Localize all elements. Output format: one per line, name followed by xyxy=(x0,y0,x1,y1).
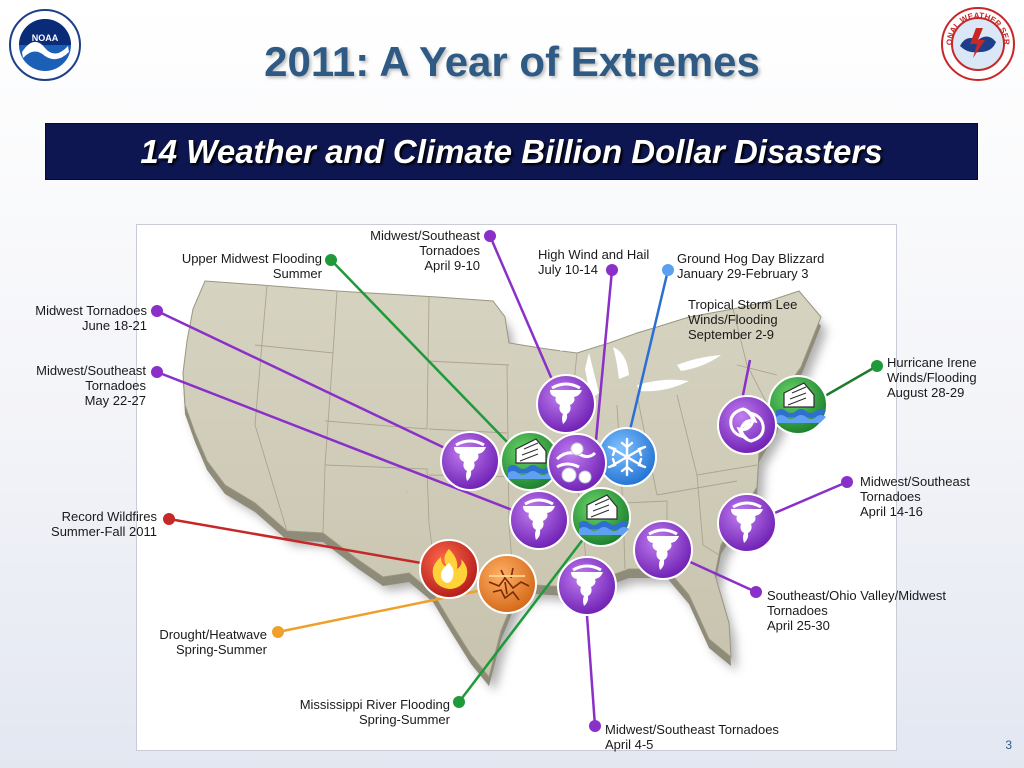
label-midwest-southeast-tornadoes-apr14: Midwest/Southeast Tornadoes April 14-16 xyxy=(860,474,970,519)
connector-wildfires xyxy=(168,517,451,570)
connector-drought xyxy=(277,583,508,634)
tornado-icon-apr9 xyxy=(536,374,596,434)
label-dot xyxy=(871,360,883,372)
label-dot xyxy=(272,626,284,638)
noaa-logo: NOAA xyxy=(9,9,81,81)
subtitle-text: 14 Weather and Climate Billion Dollar Di… xyxy=(140,132,883,170)
label-dot xyxy=(606,264,618,276)
label-ground-hog-day-blizzard: Ground Hog Day Blizzard January 29-Februa… xyxy=(677,251,825,281)
label-dot xyxy=(484,230,496,242)
us-map: . xyxy=(182,280,827,691)
tornado-icon-apr14 xyxy=(717,493,777,553)
label-dot xyxy=(662,264,674,276)
label-midwest-southeast-tornadoes-apr4: Midwest/Southeast Tornadoes April 4-5 xyxy=(605,722,779,752)
drought-icon xyxy=(477,554,537,614)
connector-tornadoes-apr14 xyxy=(769,480,848,517)
connector-high-wind-hail xyxy=(594,269,614,441)
label-dot xyxy=(841,476,853,488)
wind-hail-icon xyxy=(547,433,607,493)
slide-number: 3 xyxy=(1005,738,1012,752)
label-drought-heatwave: Drought/Heatwave Spring-Summer xyxy=(159,627,267,657)
label-dot xyxy=(151,366,163,378)
label-dot xyxy=(325,254,337,266)
label-dot xyxy=(163,513,175,525)
label-record-wildfires: Record Wildfires Summer-Fall 2011 xyxy=(51,509,157,539)
fire-icon xyxy=(419,539,479,599)
snowflake-icon xyxy=(597,427,657,487)
label-dot xyxy=(750,586,762,598)
national-weather-service-logo: NATIONAL WEATHER SERVICE xyxy=(940,6,1015,81)
tornado-icon-may xyxy=(509,490,569,550)
label-dot xyxy=(453,696,465,708)
connector-mississippi-flooding xyxy=(458,516,601,703)
label-midwest-tornadoes-jun: Midwest Tornadoes June 18-21 xyxy=(35,303,147,333)
connector-upper-midwest-flooding xyxy=(330,259,511,446)
connector-blizzard xyxy=(628,269,670,431)
subtitle-banner: 14 Weather and Climate Billion Dollar Di… xyxy=(45,123,978,180)
slide-title: 2011: A Year of Extremes xyxy=(264,38,760,85)
label-southeast-ohio-valley-tornadoes: Southeast/Ohio Valley/Midwest Tornadoes Ap… xyxy=(767,588,946,633)
flood-icon-irene xyxy=(768,375,828,435)
label-dot xyxy=(151,305,163,317)
tornado-icon-apr4 xyxy=(557,556,617,616)
tornado-icon-jun xyxy=(440,431,500,491)
label-tropical-storm-lee: Tropical Storm Lee Winds/Flooding Septembe… xyxy=(688,297,798,342)
label-high-wind-hail: High Wind and Hail July 10-14 xyxy=(538,247,650,277)
svg-text:NOAA: NOAA xyxy=(32,33,59,43)
label-upper-midwest-flooding: Upper Midwest Flooding Summer xyxy=(181,251,322,281)
label-midwest-southeast-tornadoes-may: Midwest/Southeast Tornadoes May 22-27 xyxy=(36,363,146,408)
hurricane-icon-lee xyxy=(717,395,777,455)
connector-tornadoes-apr9 xyxy=(488,235,562,399)
flood-icon-mississippi xyxy=(571,487,631,547)
svg-text:.: . xyxy=(407,489,408,494)
label-midwest-southeast-tornadoes-apr9: Midwest/Southeast Tornadoes April 9-10 xyxy=(370,228,480,273)
connector-storm-lee xyxy=(740,359,752,401)
connector-tornadoes-may xyxy=(156,370,539,522)
tornado-icon-apr25 xyxy=(633,520,693,580)
label-mississippi-river-flooding: Mississippi River Flooding Spring-Summer xyxy=(299,697,450,727)
connector-tornadoes-jun xyxy=(156,309,471,462)
label-dot xyxy=(589,720,601,732)
label-hurricane-irene: Hurricane Irene Winds/Flooding August 28-2… xyxy=(887,355,977,400)
connector-hurricane-irene xyxy=(817,364,878,402)
